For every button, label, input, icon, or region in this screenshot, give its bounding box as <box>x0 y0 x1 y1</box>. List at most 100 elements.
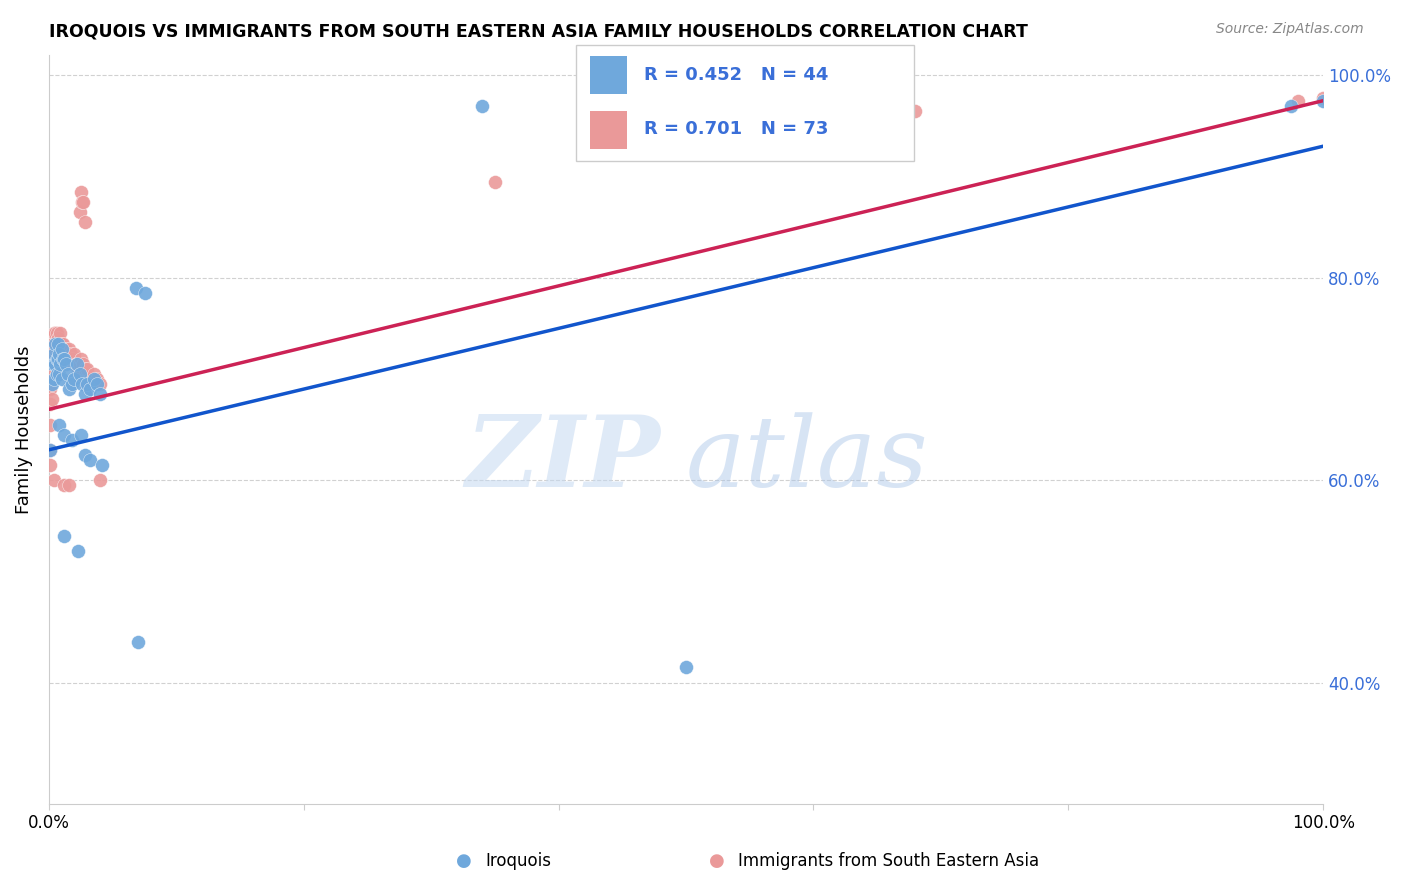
Point <box>45 367 67 381</box>
Point <box>48 417 70 432</box>
Point <box>46 351 69 366</box>
Point <box>52 336 75 351</box>
Point <box>48 346 70 360</box>
Point <box>904 103 927 118</box>
FancyBboxPatch shape <box>576 45 914 161</box>
Point <box>58 478 80 492</box>
Point <box>1312 94 1334 108</box>
Point <box>127 635 149 649</box>
Point <box>39 442 62 457</box>
Point <box>44 357 66 371</box>
Point <box>39 458 62 472</box>
Point <box>70 367 93 381</box>
Point <box>58 382 80 396</box>
Point <box>67 362 90 376</box>
Point <box>69 357 91 371</box>
Point <box>66 357 89 371</box>
Point <box>124 281 146 295</box>
Point <box>1279 99 1302 113</box>
Point <box>76 362 98 376</box>
Point <box>89 377 111 392</box>
Point <box>41 372 63 386</box>
Point <box>60 433 83 447</box>
Point <box>44 336 66 351</box>
Point <box>44 357 66 371</box>
Point <box>134 285 156 300</box>
Point <box>73 448 96 462</box>
Point <box>41 357 63 371</box>
Point <box>69 185 91 199</box>
Point <box>79 372 101 386</box>
Point <box>44 342 66 356</box>
Point <box>55 357 77 371</box>
Point <box>51 372 73 386</box>
Point <box>46 331 69 345</box>
Point <box>79 382 101 396</box>
Point <box>39 382 62 396</box>
Point <box>89 387 111 401</box>
Text: ZIP: ZIP <box>465 411 661 508</box>
Point <box>86 372 108 386</box>
Point <box>60 351 83 366</box>
Point <box>83 367 105 381</box>
Y-axis label: Family Households: Family Households <box>15 345 32 514</box>
Point <box>484 175 506 189</box>
Point <box>39 442 62 457</box>
Point <box>60 377 83 392</box>
Point <box>56 346 79 360</box>
Point <box>73 362 96 376</box>
Text: IROQUOIS VS IMMIGRANTS FROM SOUTH EASTERN ASIA FAMILY HOUSEHOLDS CORRELATION CHA: IROQUOIS VS IMMIGRANTS FROM SOUTH EASTER… <box>49 22 1028 40</box>
Point <box>52 351 75 366</box>
Point <box>56 367 79 381</box>
Point <box>62 357 84 371</box>
Point <box>75 377 97 392</box>
Point <box>73 215 96 229</box>
Text: Source: ZipAtlas.com: Source: ZipAtlas.com <box>1216 22 1364 37</box>
Point <box>42 357 65 371</box>
Point <box>1312 90 1334 104</box>
Point <box>69 351 91 366</box>
Text: ●: ● <box>709 852 725 870</box>
Point <box>45 342 67 356</box>
Point <box>89 473 111 487</box>
Point <box>44 326 66 341</box>
Point <box>42 336 65 351</box>
Point <box>675 660 697 674</box>
Point <box>53 478 76 492</box>
Point <box>70 194 93 209</box>
Point <box>79 453 101 467</box>
Point <box>48 367 70 381</box>
Text: R = 0.452   N = 44: R = 0.452 N = 44 <box>644 66 828 85</box>
Point <box>42 367 65 381</box>
Point <box>42 473 65 487</box>
Point <box>51 336 73 351</box>
Point <box>49 346 72 360</box>
Point <box>53 529 76 543</box>
Point <box>66 357 89 371</box>
Point <box>42 357 65 371</box>
Point <box>86 377 108 392</box>
Point <box>69 367 91 381</box>
Point <box>56 346 79 360</box>
Point <box>46 346 69 360</box>
Point <box>46 336 69 351</box>
Point <box>42 342 65 356</box>
Text: Iroquois: Iroquois <box>485 852 551 870</box>
Bar <box>591 111 627 149</box>
Point <box>55 342 77 356</box>
Point <box>58 342 80 356</box>
Point <box>51 351 73 366</box>
Point <box>76 377 98 392</box>
Point <box>45 351 67 366</box>
Point <box>53 427 76 442</box>
Point <box>41 392 63 407</box>
Point <box>63 346 86 360</box>
Point <box>51 342 73 356</box>
Text: ●: ● <box>456 852 472 870</box>
Point <box>45 326 67 341</box>
Point <box>83 372 105 386</box>
Point <box>48 351 70 366</box>
Point <box>39 417 62 432</box>
Point <box>67 544 90 558</box>
Text: R = 0.701   N = 73: R = 0.701 N = 73 <box>644 120 828 138</box>
